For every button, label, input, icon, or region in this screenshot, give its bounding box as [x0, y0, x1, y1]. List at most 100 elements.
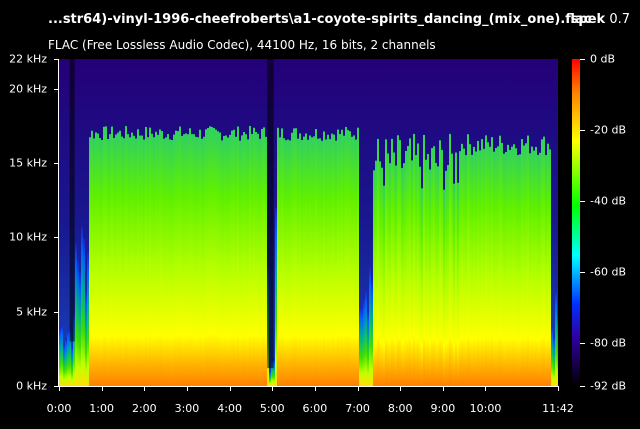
spectrum-column: [231, 130, 233, 386]
spectrum-column: [151, 133, 153, 386]
spectrum-column: [177, 131, 179, 386]
x-tick-label: 0:00: [46, 402, 72, 415]
spectrum-column: [461, 143, 463, 386]
spectrum-column: [491, 137, 493, 386]
spectrum-column: [471, 154, 473, 386]
colorbar-tick-mark: [580, 386, 585, 387]
spectrum-column: [103, 126, 105, 386]
spectrum-column: [157, 134, 159, 386]
y-tick-mark: [54, 386, 59, 387]
spectrum-column: [255, 132, 257, 386]
spectrum-column: [217, 131, 219, 386]
spectrum-column: [479, 150, 481, 386]
spectrum-column: [297, 138, 299, 386]
spectrum-column: [497, 146, 499, 386]
spectrum-column: [233, 129, 235, 386]
colorbar-tick-label: -40 dB: [590, 194, 626, 208]
app-name-label: spek: [570, 12, 606, 27]
spectrum-column: [389, 163, 391, 386]
spectrum-column: [481, 139, 483, 386]
spectrum-column: [281, 128, 283, 386]
spectrum-column: [361, 306, 363, 386]
spectrum-column: [533, 150, 535, 386]
spectrum-column: [551, 325, 553, 386]
spectrum-column: [241, 135, 243, 386]
quiet-region: [267, 59, 274, 369]
spectrum-column: [537, 154, 539, 386]
spectrum-column: [279, 137, 281, 386]
spectrum-column: [83, 238, 85, 386]
spectrum-column: [501, 142, 503, 386]
spectrum-column: [89, 137, 91, 386]
spectrum-column: [171, 140, 173, 386]
spectrum-column: [85, 289, 87, 386]
spectrum-column: [191, 134, 193, 386]
spectrum-column: [509, 150, 511, 386]
x-tick-label: 9:00: [430, 402, 456, 415]
spectrum-column: [263, 127, 265, 386]
x-tick-label: 3:00: [174, 402, 200, 415]
spectrum-column: [107, 138, 109, 386]
spectrum-column: [523, 145, 525, 386]
spectrum-column: [531, 146, 533, 386]
spectrum-column: [405, 150, 407, 386]
spectrum-column: [159, 129, 161, 386]
spectrum-column: [173, 134, 175, 386]
spectrum-column: [417, 143, 419, 386]
x-tick-label: 8:00: [387, 402, 413, 415]
spectrum-column: [503, 153, 505, 386]
spectrum-column: [507, 144, 509, 386]
spectrum-column: [555, 290, 557, 386]
spectrum-column: [271, 358, 273, 386]
spectrum-column: [167, 134, 169, 386]
spectrum-column: [81, 227, 83, 386]
spectrum-column: [121, 136, 123, 386]
spectrum-column: [141, 135, 143, 386]
spectrum-column: [179, 126, 181, 386]
spectrum-column: [245, 134, 247, 386]
y-tick-mark: [54, 237, 59, 239]
spectrum-column: [323, 131, 325, 386]
spectrum-column: [453, 183, 455, 386]
spectrum-column: [393, 152, 395, 386]
spectrum-column: [505, 151, 507, 386]
spectrum-column: [307, 139, 309, 386]
spectrum-column: [79, 271, 81, 386]
spectrum-column: [373, 170, 375, 386]
spectrum-column: [187, 134, 189, 386]
colorbar-tick-mark: [580, 343, 585, 345]
spectrum-column: [259, 138, 261, 386]
spectrum-column: [275, 208, 277, 386]
spectrum-column: [289, 140, 291, 386]
spectrum-column: [425, 159, 427, 386]
spectrum-column: [165, 137, 167, 386]
spectrum-column: [301, 139, 303, 386]
x-tick-mark: [101, 386, 103, 391]
spectrum-column: [423, 134, 425, 386]
spectrum-column: [441, 149, 443, 386]
colorbar-tick-label: -60 dB: [590, 265, 626, 279]
spectrum-column: [327, 134, 329, 386]
spectrum-column: [273, 358, 275, 386]
spectrum-column: [219, 132, 221, 386]
spectrum-column: [135, 138, 137, 386]
spectrum-column: [443, 189, 445, 386]
x-tick-label: 4:00: [217, 402, 242, 415]
spectrum-column: [303, 136, 305, 386]
spectrum-column: [437, 166, 439, 386]
spectrum-column: [315, 128, 317, 386]
spectrum-column: [463, 148, 465, 386]
spectrum-column: [455, 152, 457, 386]
spectrum-column: [109, 134, 111, 386]
spectrum-column: [495, 147, 497, 386]
spectrum-column: [399, 140, 401, 386]
spectrum-column: [377, 138, 379, 386]
spectrum-column: [247, 139, 249, 386]
spectrum-column: [229, 134, 231, 386]
spectrum-column: [331, 133, 333, 386]
spectrum-column: [369, 267, 371, 386]
spectrum-column: [473, 146, 475, 386]
spectrum-column: [397, 135, 399, 386]
spectrum-column: [305, 133, 307, 386]
spectrum-column: [485, 135, 487, 386]
